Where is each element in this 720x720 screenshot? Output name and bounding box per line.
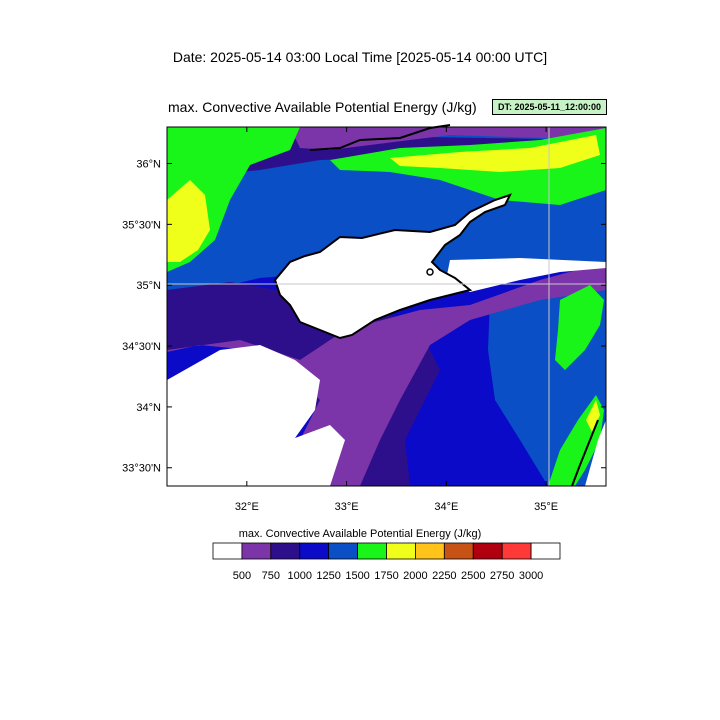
field-1500-1750-east — [555, 285, 604, 370]
colorbar-swatch — [328, 542, 358, 560]
colorbar-swatch — [386, 542, 416, 560]
cyprus-coastline — [273, 193, 512, 340]
colorbar: 500 750 1000 1250 1500 1750 2000 2250 2500 2750 30… — [212, 542, 561, 582]
map-frame — [166, 126, 607, 487]
lon-label: 32°E — [235, 501, 259, 513]
lat-label: 36°N — [136, 159, 161, 171]
levant-coastline — [571, 419, 599, 487]
lon-label: 35°E — [534, 501, 558, 513]
colorbar-swatch — [357, 542, 387, 560]
field-500-750-north — [290, 127, 606, 150]
colorbar-label: 1500 — [345, 570, 369, 582]
cyprus-interior — [275, 195, 510, 338]
latitude-axis: 36°N 35°30'N 35°N 34°30'N 34°N 33°30'N — [122, 159, 606, 475]
small-island — [426, 268, 434, 276]
colorbar-swatch — [415, 542, 445, 560]
field-1750-2000-west — [167, 180, 210, 262]
colorbar-swatch — [443, 542, 474, 560]
colorbar-label: 1750 — [374, 570, 398, 582]
lon-label: 33°E — [335, 501, 359, 513]
lat-label: 33°30'N — [122, 463, 161, 475]
lat-label: 34°30'N — [122, 341, 161, 353]
colorbar-label: 2750 — [490, 570, 514, 582]
field-1750-2000-north — [390, 135, 600, 172]
colorbar-label: 2000 — [403, 570, 427, 582]
lon-label: 34°E — [434, 501, 458, 513]
colorbar-label: 750 — [262, 570, 280, 582]
lat-label: 34°N — [136, 402, 161, 414]
lat-label: 35°N — [136, 280, 161, 292]
colorbar-swatch — [472, 542, 503, 560]
colorbar-label: 2500 — [461, 570, 485, 582]
colorbar-label: 1000 — [288, 570, 312, 582]
colorbar-swatch — [530, 542, 561, 560]
cape-field — [167, 127, 606, 486]
field-below-500-se — [585, 420, 606, 486]
colorbar-swatch — [501, 542, 532, 560]
field-500-750 — [167, 262, 606, 486]
colorbar-label: 1250 — [316, 570, 340, 582]
colorbar-swatch — [241, 542, 272, 560]
field-1750-2000-se — [586, 400, 600, 432]
longitude-axis: 32°E 33°E 34°E 35°E — [235, 127, 558, 513]
date-line: Date: 2025-05-14 03:00 Local Time [2025-… — [172, 49, 548, 65]
colorbar-label: 3000 — [519, 570, 543, 582]
dt-badge: DT: 2025-05-11_12:00:00 — [492, 99, 607, 115]
colorbar-title: max. Convective Available Potential Ener… — [238, 528, 482, 540]
colorbar-label: 2250 — [432, 570, 456, 582]
plot-title: max. Convective Available Potential Ener… — [168, 99, 477, 115]
colorbar-swatch — [212, 542, 243, 560]
colorbar-swatch — [299, 542, 330, 560]
lat-label: 35°30'N — [122, 219, 161, 231]
colorbar-label: 500 — [233, 570, 251, 582]
field-below-500-southwest — [167, 345, 345, 486]
colorbar-swatch — [270, 542, 301, 560]
